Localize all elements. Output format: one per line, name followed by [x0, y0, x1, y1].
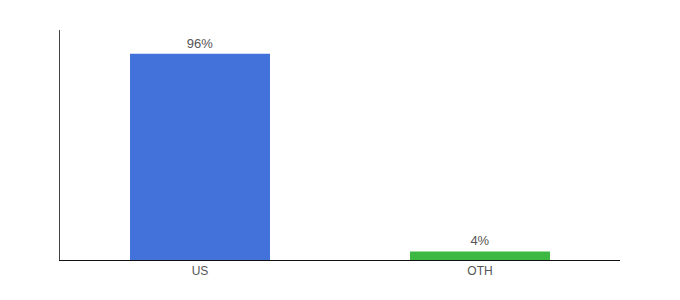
svg-text:96%: 96% — [187, 36, 213, 51]
svg-text:US: US — [192, 264, 209, 278]
svg-text:4%: 4% — [470, 233, 489, 248]
svg-text:OTH: OTH — [467, 264, 492, 278]
